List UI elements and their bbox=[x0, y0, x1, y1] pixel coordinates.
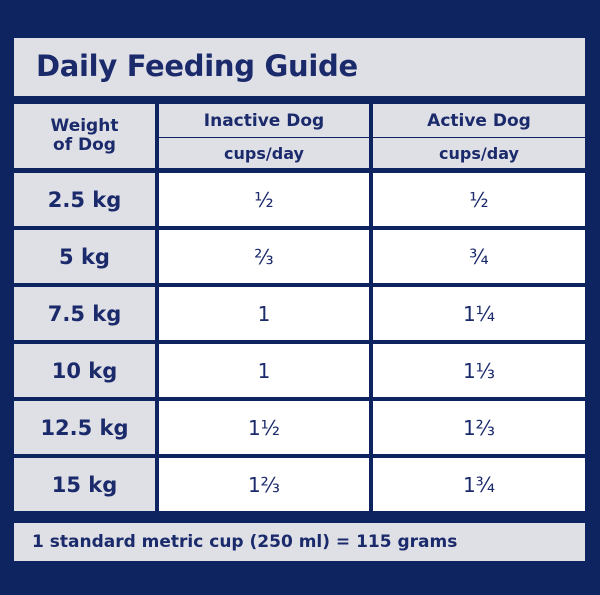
active-unit-header: cups/day bbox=[373, 138, 585, 168]
active-cups-cell: 1⅓ bbox=[373, 344, 585, 397]
inactive-cups-cell: ½ bbox=[159, 173, 369, 226]
footer-text: 1 standard metric cup (250 ml) = 115 gra… bbox=[32, 532, 458, 552]
weight-cell: 12.5 kg bbox=[14, 401, 155, 454]
active-column-header: Active Dog bbox=[373, 104, 585, 137]
active-cups-cell: ¾ bbox=[373, 230, 585, 283]
inactive-unit-header: cups/day bbox=[159, 138, 369, 168]
inactive-cups-cell: 1 bbox=[159, 344, 369, 397]
title-bar: Daily Feeding Guide bbox=[14, 38, 585, 96]
inactive-cups-cell: 1½ bbox=[159, 401, 369, 454]
weight-cell: 10 kg bbox=[14, 344, 155, 397]
weight-cell: 7.5 kg bbox=[14, 287, 155, 340]
inactive-cups-cell: ⅔ bbox=[159, 230, 369, 283]
active-cups-cell: 1¼ bbox=[373, 287, 585, 340]
page-title: Daily Feeding Guide bbox=[36, 49, 358, 83]
weight-header-line1: Weight bbox=[50, 116, 119, 136]
weight-cell: 5 kg bbox=[14, 230, 155, 283]
active-cups-cell: 1⅔ bbox=[373, 401, 585, 454]
inactive-column-header: Inactive Dog bbox=[159, 104, 369, 137]
active-cups-cell: ½ bbox=[373, 173, 585, 226]
weight-header-line2: of Dog bbox=[53, 135, 116, 155]
footer-note: 1 standard metric cup (250 ml) = 115 gra… bbox=[14, 523, 585, 561]
active-cups-cell: 1¾ bbox=[373, 458, 585, 511]
weight-cell: 15 kg bbox=[14, 458, 155, 511]
weight-column-header: Weight of Dog bbox=[14, 104, 155, 168]
inactive-cups-cell: 1 bbox=[159, 287, 369, 340]
inactive-cups-cell: 1⅔ bbox=[159, 458, 369, 511]
weight-cell: 2.5 kg bbox=[14, 173, 155, 226]
